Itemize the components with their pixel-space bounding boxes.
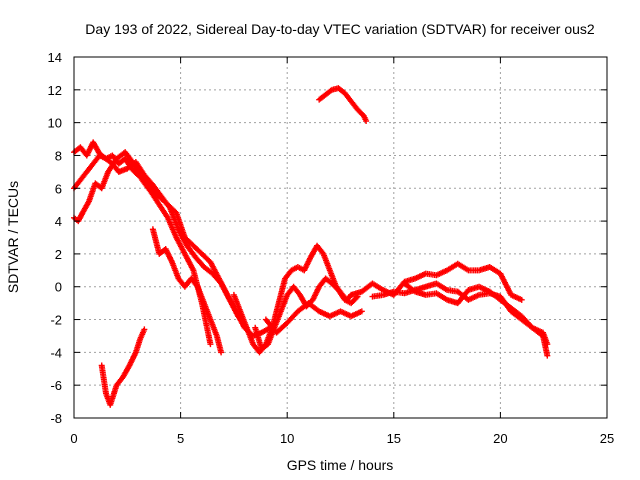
y-tick-label: 14	[48, 50, 62, 65]
y-tick-label: 6	[55, 181, 62, 196]
y-tick-label: -2	[50, 313, 62, 328]
x-tick-label: 0	[70, 431, 77, 446]
y-tick-label: -8	[50, 411, 62, 426]
y-tick-label: 10	[48, 116, 62, 131]
y-tick-label: -4	[50, 345, 62, 360]
series-pass-8	[316, 85, 370, 124]
data-point	[353, 294, 360, 301]
y-tick-label: -6	[50, 378, 62, 393]
data-point	[218, 349, 225, 356]
x-tick-label: 5	[177, 431, 184, 446]
y-axis-label: SDTVAR / TECUs	[5, 181, 21, 293]
y-tick-label: 2	[55, 247, 62, 262]
series-pass-9	[98, 326, 148, 408]
data-point	[358, 308, 365, 315]
x-tick-label: 20	[493, 431, 507, 446]
ticks: 0 5 10 15 20 25 -8 -6 -4 -2 0 2 4 6 8 10 12 14	[48, 50, 615, 446]
data-point	[544, 341, 551, 348]
data-point	[518, 296, 525, 303]
data-point	[544, 352, 551, 359]
series-pass-2	[71, 152, 250, 331]
y-tick-label: 8	[55, 148, 62, 163]
y-tick-label: 0	[55, 280, 62, 295]
series-pass-12	[401, 280, 551, 348]
grid	[74, 57, 607, 418]
data-point	[207, 341, 214, 348]
series-pass-6	[252, 275, 361, 353]
data-points	[71, 85, 551, 408]
series-pass-7	[262, 300, 365, 336]
x-tick-label: 10	[280, 431, 294, 446]
x-tick-label: 15	[387, 431, 401, 446]
x-tick-label: 25	[600, 431, 614, 446]
data-point	[363, 117, 370, 124]
series-pass-4	[149, 226, 225, 356]
plot-frame	[73, 56, 608, 419]
y-tick-label: 12	[48, 83, 62, 98]
y-tick-label: 4	[55, 214, 62, 229]
chart-title: Day 193 of 2022, Sidereal Day-to-day VTE…	[85, 21, 595, 37]
data-point	[141, 326, 148, 333]
x-axis-label: GPS time / hours	[287, 457, 394, 473]
series-pass-3	[71, 149, 214, 348]
